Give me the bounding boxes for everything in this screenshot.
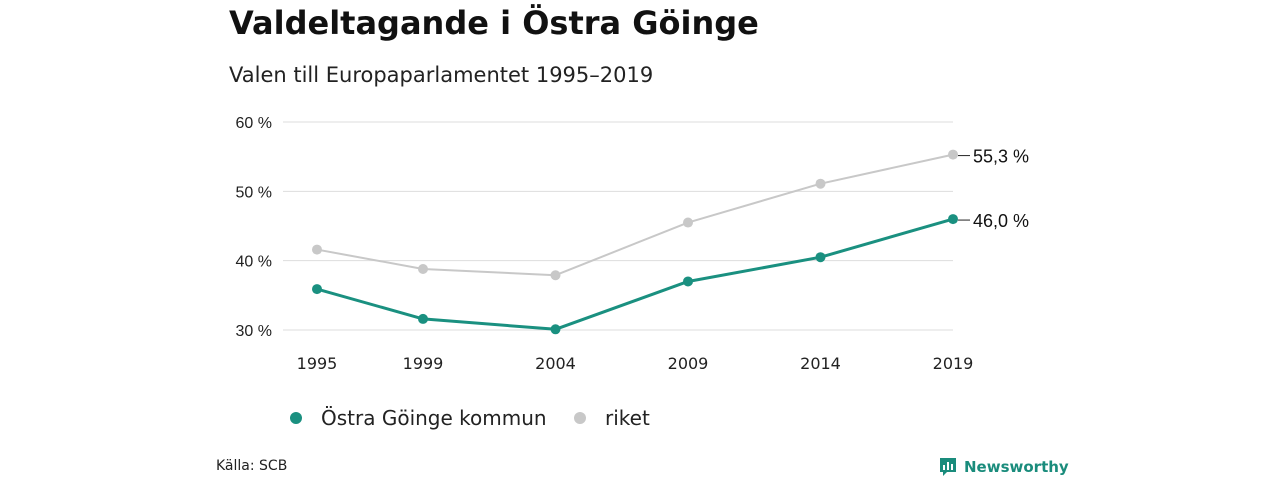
- source-note: Källa: SCB: [216, 458, 288, 474]
- data-point: [683, 217, 693, 228]
- data-point: [683, 276, 693, 287]
- legend-label: riket: [605, 406, 650, 430]
- data-point: [550, 324, 561, 335]
- y-tick-label: 60 %: [236, 115, 272, 132]
- x-tick-label: 1999: [403, 354, 444, 373]
- y-tick-label: 50 %: [236, 184, 272, 201]
- series-line: [316, 153, 954, 277]
- x-tick-label: 2014: [800, 354, 841, 373]
- x-tick-label: 1995: [297, 354, 338, 373]
- chart-title: Valdeltagande i Östra Göinge: [229, 4, 759, 42]
- y-tick-label: 40 %: [236, 254, 272, 271]
- data-point: [312, 284, 322, 295]
- data-point: [815, 178, 826, 189]
- newsworthy-logo-icon: [940, 458, 956, 476]
- data-point: [312, 244, 322, 255]
- data-point: [418, 313, 428, 324]
- data-point: [418, 263, 428, 274]
- data-point: [948, 149, 958, 160]
- legend-marker: [574, 412, 586, 424]
- end-label: 55,3 %: [973, 147, 1029, 167]
- y-tick-label: 30 %: [236, 323, 272, 340]
- chart-subtitle: Valen till Europaparlamentet 1995–2019: [229, 63, 654, 87]
- x-tick-label: 2009: [668, 354, 709, 373]
- x-tick-label: 2004: [535, 354, 576, 373]
- series-line: [316, 217, 954, 331]
- data-point: [815, 252, 826, 263]
- data-point: [550, 270, 561, 281]
- legend-marker: [290, 412, 302, 424]
- data-point: [948, 214, 958, 225]
- brand-name: Newsworthy: [964, 458, 1069, 476]
- end-label: 46,0 %: [973, 211, 1029, 231]
- x-tick-label: 2019: [933, 354, 974, 373]
- brand-mark: Newsworthy: [938, 456, 1069, 478]
- legend-label: Östra Göinge kommun: [321, 406, 547, 430]
